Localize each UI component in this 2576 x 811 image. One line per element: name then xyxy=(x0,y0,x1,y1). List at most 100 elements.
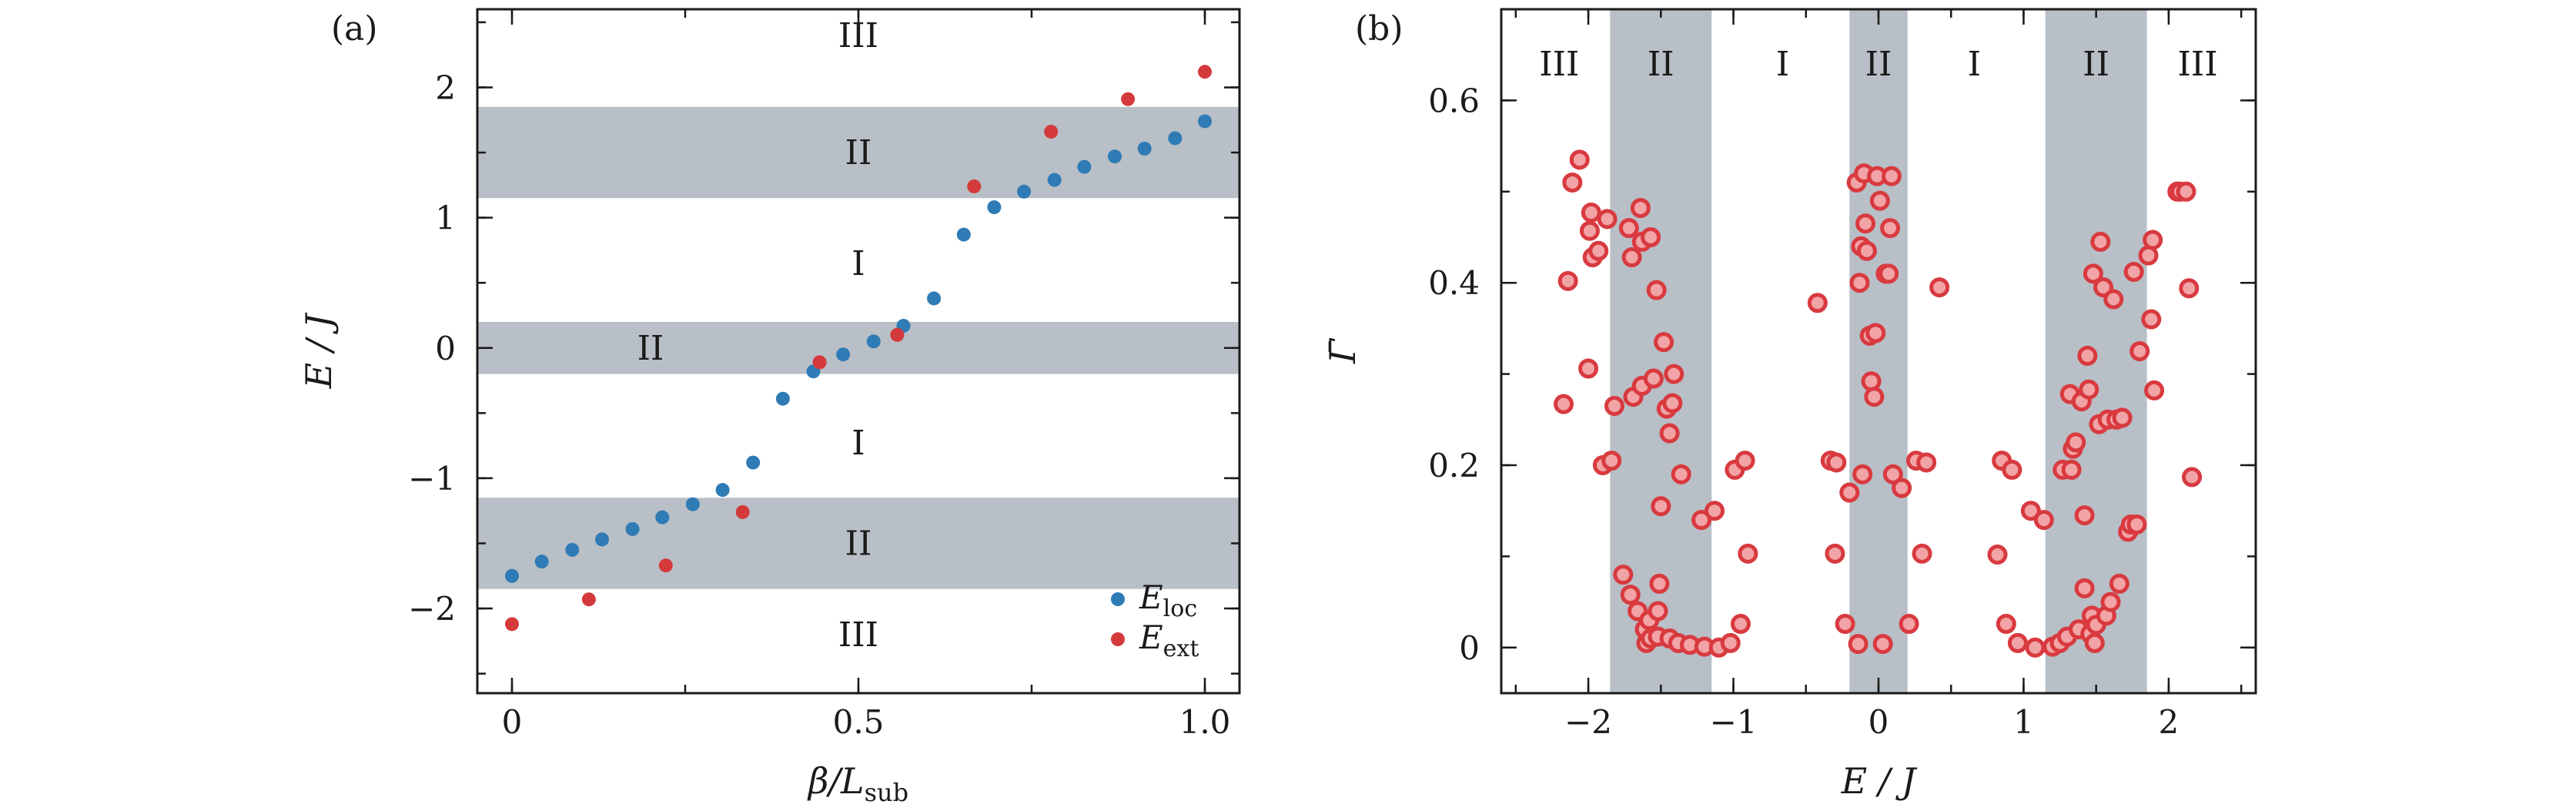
b-bands xyxy=(1610,9,2147,693)
gamma-point xyxy=(2141,309,2162,330)
region-label: III xyxy=(1539,45,1579,84)
gamma-point xyxy=(2074,505,2095,526)
gamma-point xyxy=(1651,496,1671,517)
region-label: II xyxy=(2083,45,2109,84)
legend-label-ext: Eext xyxy=(1139,618,1199,662)
gamma-point xyxy=(2109,573,2129,594)
gamma-point xyxy=(2079,379,2099,400)
region-band xyxy=(1849,9,1908,693)
a-ticks: 0 0.5 1.0 −2 −1 0 1 2 xyxy=(408,9,1239,741)
gamma-point xyxy=(1654,332,1674,353)
region-label: II xyxy=(845,524,872,563)
gamma-point xyxy=(1646,280,1667,300)
a-points xyxy=(505,65,1212,632)
gamma-point xyxy=(1643,368,1664,389)
region-label: I xyxy=(851,424,865,463)
legend-marker-ext xyxy=(1111,632,1125,646)
gamma-point xyxy=(1630,198,1651,219)
x-tick-label: 1.0 xyxy=(1179,703,1231,741)
e-loc-point xyxy=(1077,159,1092,174)
e-loc-point xyxy=(1168,131,1183,146)
gamma-point xyxy=(1929,277,1950,298)
gamma-point xyxy=(1649,573,1670,594)
gamma-point xyxy=(1882,464,1903,484)
x-tick-label: 1 xyxy=(2013,703,2034,741)
gamma-point xyxy=(1869,190,1890,211)
e-ext-point xyxy=(1198,65,1212,79)
gamma-point xyxy=(2007,632,2028,653)
e-loc-point xyxy=(534,555,549,569)
gamma-point xyxy=(1579,220,1600,241)
x-tick-label: 0.5 xyxy=(833,703,885,741)
e-loc-point xyxy=(1198,114,1212,129)
region-label: II xyxy=(637,329,664,368)
e-loc-point xyxy=(836,347,851,362)
e-loc-point xyxy=(625,521,640,536)
e-loc-point xyxy=(775,391,790,406)
b-points xyxy=(1554,149,2203,658)
gamma-point xyxy=(2182,467,2203,488)
e-ext-point xyxy=(581,592,596,607)
gamma-point xyxy=(1880,218,1901,239)
gamma-point xyxy=(1730,614,1751,635)
gamma-point xyxy=(1613,565,1634,585)
gamma-point xyxy=(1738,543,1758,564)
e-loc-point xyxy=(595,532,609,547)
gamma-point xyxy=(1664,364,1684,384)
y-tick-label: 0 xyxy=(1459,629,1480,667)
gamma-point xyxy=(1881,166,1902,186)
gamma-point xyxy=(1578,358,1599,379)
x-tick-label: 0 xyxy=(1868,703,1889,741)
x-tick-label: −1 xyxy=(1710,703,1758,741)
e-ext-point xyxy=(505,617,519,632)
e-ext-point xyxy=(735,504,750,519)
gamma-point xyxy=(1705,501,1725,521)
gamma-point xyxy=(1861,371,1882,392)
region-band xyxy=(477,321,1239,374)
gamma-point xyxy=(1807,293,1828,313)
gamma-point xyxy=(2020,501,2041,521)
x-tick-label: 2 xyxy=(2159,703,2180,741)
y-tick-label: 1 xyxy=(435,199,456,237)
a-x-axis-label: β/Lsub xyxy=(807,760,908,807)
legend-marker-loc xyxy=(1111,592,1125,606)
e-loc-point xyxy=(746,455,761,470)
region-label: I xyxy=(1776,45,1789,84)
legend-label-sub: ext xyxy=(1163,635,1199,662)
gamma-point xyxy=(2084,632,2105,653)
gamma-point xyxy=(2083,263,2103,284)
y-tick-label: 0 xyxy=(435,330,456,367)
gamma-point xyxy=(2002,459,2022,480)
legend-label-main: E xyxy=(1139,578,1163,616)
gamma-point xyxy=(1620,585,1641,605)
gamma-point xyxy=(2100,591,2121,612)
gamma-point xyxy=(1892,478,1912,498)
region-label: III xyxy=(838,615,878,655)
e-ext-point xyxy=(658,558,673,573)
y-tick-label: 2 xyxy=(435,69,456,106)
e-loc-point xyxy=(655,510,670,524)
region-label: II xyxy=(845,133,872,173)
gamma-point xyxy=(1839,482,1860,503)
a-bands xyxy=(477,106,1239,589)
a-y-axis-label: E / J xyxy=(298,312,340,389)
e-loc-point xyxy=(1137,141,1152,156)
e-loc-point xyxy=(715,483,730,498)
gamma-point xyxy=(2033,510,2054,531)
gamma-point xyxy=(2077,345,2098,366)
b-panel-label: (b) xyxy=(1355,9,1403,49)
gamma-point xyxy=(1912,543,1932,564)
gamma-point xyxy=(2074,578,2095,598)
gamma-point xyxy=(1671,464,1691,484)
region-label: I xyxy=(851,244,865,283)
y-tick-label: 0.4 xyxy=(1428,264,1480,302)
y-tick-label: 0.6 xyxy=(1428,82,1480,119)
x-tick-label: 0 xyxy=(502,703,523,741)
panel-b: III II I II I II III −2 −1 0 1 200.20.40.6 (b) E /… xyxy=(1322,8,2257,802)
e-loc-point xyxy=(1108,149,1122,164)
b-ticks: −2 −1 0 1 2 0 0.2 0.4 0.6 xyxy=(1428,8,2256,741)
y-tick-label: 0.2 xyxy=(1428,447,1480,484)
